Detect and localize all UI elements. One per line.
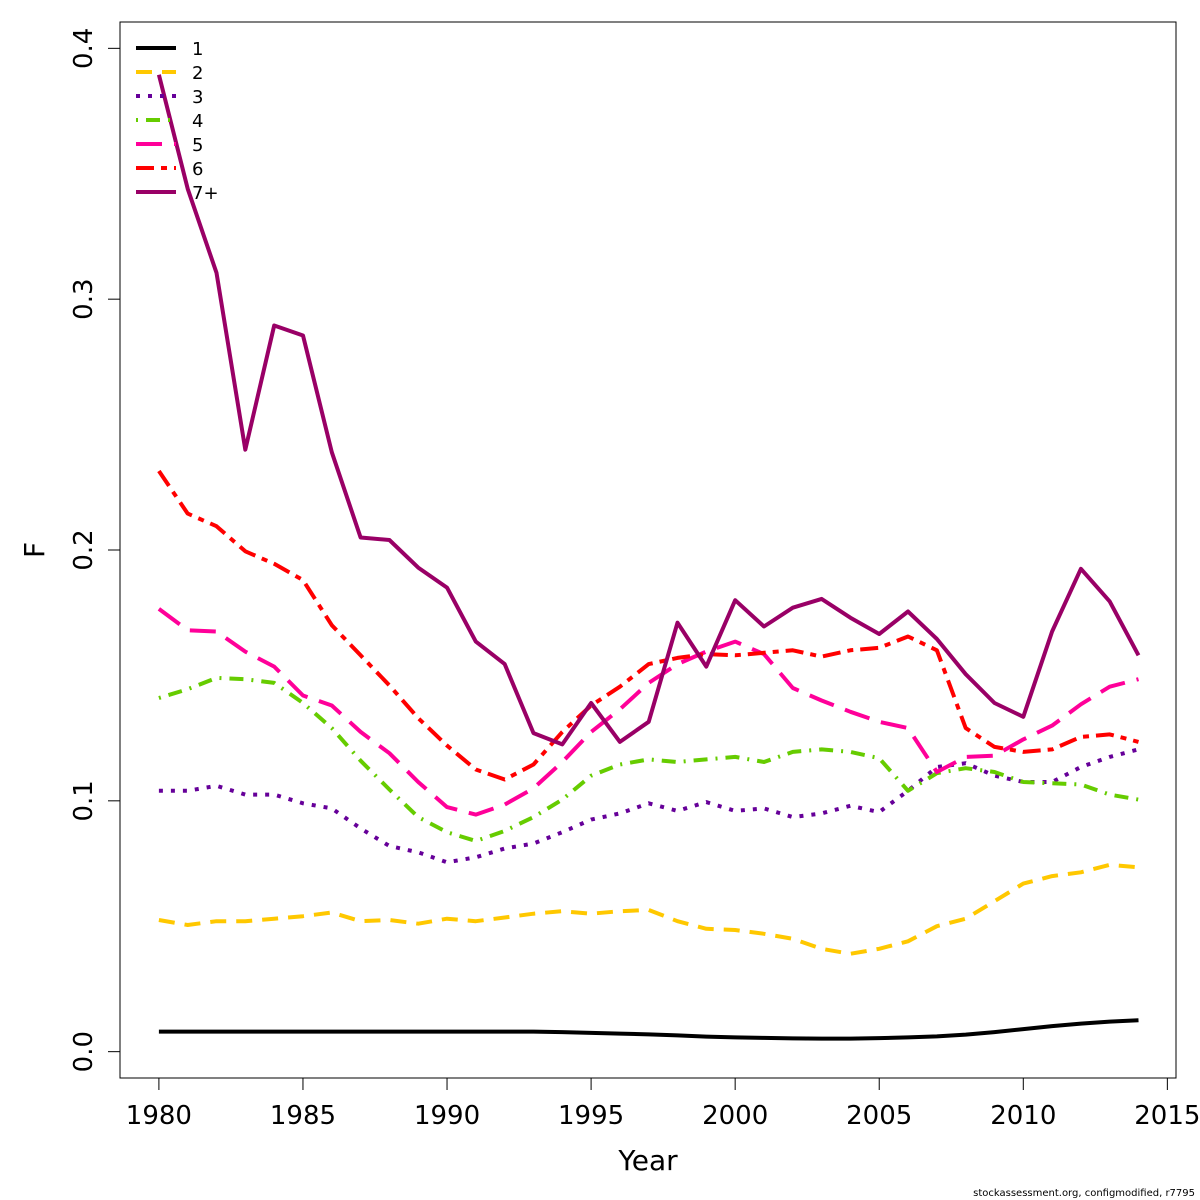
footnote: stockassessment.org, configmodified, r77… xyxy=(973,1188,1195,1199)
y-tick-label: 0.2 xyxy=(69,529,99,570)
legend-label: 7+ xyxy=(192,183,219,204)
y-tick-label: 0.0 xyxy=(69,1031,99,1072)
plot-frame xyxy=(119,21,1177,1079)
x-tick-label: 2015 xyxy=(1134,1101,1200,1131)
x-axis-title: Year xyxy=(617,1144,678,1177)
series-line-5 xyxy=(157,607,1140,817)
series-line-4 xyxy=(158,675,1139,843)
x-tick-label: 1985 xyxy=(270,1101,336,1131)
legend-label: 5 xyxy=(192,135,203,156)
legend-label: 2 xyxy=(192,63,203,84)
legend-label: 3 xyxy=(192,87,203,108)
x-tick-label: 1980 xyxy=(126,1101,192,1131)
series-line-7plus xyxy=(156,74,1141,747)
series-line-1 xyxy=(158,1018,1139,1041)
x-axis: 1980 1985 1990 1995 2000 2005 2010 2015 xyxy=(126,1077,1200,1131)
series-line-6 xyxy=(157,469,1140,782)
y-axis: 0.0 0.1 0.2 0.3 0.4 xyxy=(69,28,121,1072)
x-tick-label: 2000 xyxy=(702,1101,768,1131)
legend-label: 6 xyxy=(192,159,203,180)
series-line-2 xyxy=(158,862,1139,956)
y-tick-label: 0.4 xyxy=(69,28,99,69)
x-tick-label: 2010 xyxy=(990,1101,1056,1131)
series-line-3 xyxy=(158,747,1140,865)
y-tick-label: 0.1 xyxy=(69,780,99,821)
x-tick-label: 1995 xyxy=(558,1101,624,1131)
series-layer xyxy=(156,74,1141,1041)
y-axis-title: F xyxy=(18,542,51,558)
x-tick-label: 2005 xyxy=(846,1101,912,1131)
y-tick-label: 0.3 xyxy=(69,278,99,319)
x-tick-label: 1990 xyxy=(414,1101,480,1131)
legend-label: 1 xyxy=(192,39,203,60)
legend-label: 4 xyxy=(192,111,203,132)
legend: 1 2 3 4 5 6 7+ xyxy=(136,39,219,204)
